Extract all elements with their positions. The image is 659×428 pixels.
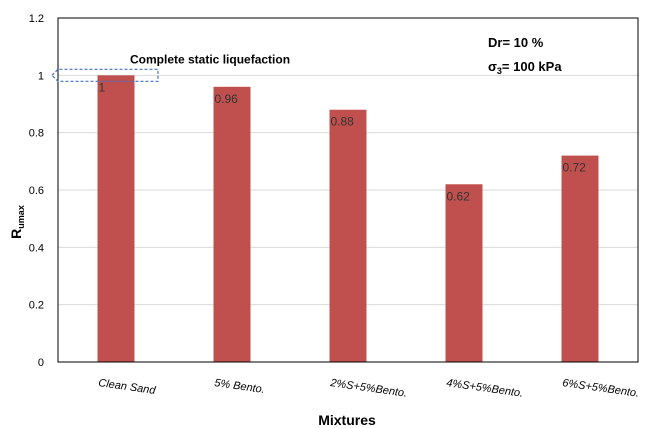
y-tick-label: 0.4 bbox=[29, 242, 44, 254]
y-tick-label: 0.8 bbox=[29, 128, 44, 140]
bar bbox=[97, 75, 135, 362]
liquefaction-arrow bbox=[51, 68, 159, 82]
y-axis-title: Rumax bbox=[8, 205, 26, 239]
data-labels: 1 0.96 0.88 0.62 0.72 bbox=[99, 80, 587, 203]
plot-frame bbox=[57, 17, 639, 363]
bar bbox=[329, 109, 367, 362]
dr-label: Dr= 10 % bbox=[488, 35, 544, 50]
x-tick-label: 5% Bento. bbox=[214, 377, 266, 396]
x-tick-label: 6%S+5%Bento. bbox=[562, 377, 640, 400]
x-category-labels: Clean Sand 5% Bento. 2%S+5%Bento. 4%S+5%Ben… bbox=[98, 377, 640, 400]
data-label: 0.62 bbox=[447, 189, 471, 203]
data-label: 0.88 bbox=[331, 115, 355, 129]
annotation-text: Complete static liquefaction bbox=[130, 52, 290, 66]
y-axis-title-main: R bbox=[8, 229, 24, 239]
bars bbox=[97, 75, 599, 363]
sigma-value: = 100 kPa bbox=[502, 59, 562, 74]
y-tick-label: 1 bbox=[38, 70, 44, 82]
x-tick-label: 2%S+5%Bento. bbox=[329, 377, 408, 400]
bar bbox=[213, 86, 251, 363]
sigma-subscript: 3 bbox=[497, 66, 502, 76]
bar bbox=[445, 184, 483, 362]
y-tick-label: 0.2 bbox=[29, 300, 44, 312]
y-tick-label: 0.6 bbox=[29, 185, 44, 197]
x-axis-title: Mixtures bbox=[318, 412, 376, 428]
y-tick-labels: 0 0.2 0.4 0.6 0.8 1 1.2 bbox=[29, 13, 44, 369]
data-label: 1 bbox=[99, 80, 106, 94]
sigma-symbol: σ bbox=[488, 59, 497, 74]
y-axis-title-sub: umax bbox=[16, 205, 26, 229]
data-label: 0.96 bbox=[215, 92, 239, 106]
x-tick-label: 4%S+5%Bento. bbox=[446, 377, 524, 400]
bar bbox=[561, 155, 599, 362]
sigma-label: σ3= 100 kPa bbox=[488, 59, 562, 76]
liquefaction-annotation: Complete static liquefaction bbox=[51, 52, 290, 82]
x-tick-label: Clean Sand bbox=[98, 377, 157, 397]
y-tick-label: 1.2 bbox=[29, 13, 44, 25]
data-label: 0.72 bbox=[563, 161, 587, 175]
y-tick-label: 0 bbox=[38, 357, 44, 369]
